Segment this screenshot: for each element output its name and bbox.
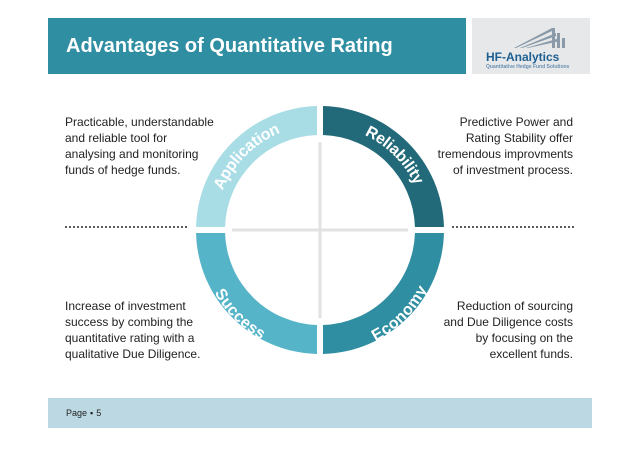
text-line: of investment process.	[452, 163, 573, 177]
divider-right	[452, 226, 574, 228]
text-line: Rating Stability offer	[465, 131, 573, 145]
cycle-segment-reliability	[323, 106, 444, 227]
application-description: Practicable, understandable and reliable…	[65, 114, 214, 178]
slide-title: Advantages of Quantitative Rating	[66, 34, 393, 57]
text-line: Reduction of sourcing	[456, 299, 573, 313]
text-line: qualitative Due Diligence.	[65, 347, 201, 361]
text-line: Increase of investment	[65, 299, 186, 313]
text-line: Predictive Power and	[459, 115, 573, 129]
slide-footer: Page ▪ 5	[48, 398, 592, 428]
text-line: tremendous improvments	[437, 147, 573, 161]
logo-tagline: Quantitative Hedge Fund Solutions	[486, 64, 570, 70]
text-line: Practicable, understandable	[65, 115, 214, 129]
company-logo: HF-Analytics Quantitative Hedge Fund Sol…	[472, 18, 590, 74]
cycle-segment-application	[196, 106, 317, 227]
text-line: success by combing the	[65, 315, 194, 329]
slide-title-bar: Advantages of Quantitative Rating	[48, 18, 466, 74]
page-number: 5	[96, 408, 102, 418]
reliability-description: Predictive Power and Rating Stability of…	[438, 114, 573, 178]
divider-left	[65, 226, 187, 228]
text-line: analysing and monitoring	[65, 147, 199, 161]
text-line: and Due Diligence costs	[443, 315, 573, 329]
page-label: Page	[66, 408, 88, 418]
text-line: by focusing on the	[475, 331, 573, 345]
text-line: quantitative rating with a	[65, 331, 195, 345]
separator-icon: ▪	[90, 408, 94, 418]
logo-name: HF-Analytics	[486, 50, 560, 64]
success-description: Increase of investment success by combin…	[65, 298, 200, 362]
cycle-inner-cross	[232, 142, 408, 318]
text-line: funds of hedge funds.	[65, 163, 181, 177]
economy-description: Reduction of sourcing and Due Diligence …	[444, 298, 573, 362]
text-line: and reliable tool for	[65, 131, 168, 145]
text-line: excellent funds.	[489, 347, 573, 361]
cycle-segment-economy	[323, 233, 444, 354]
logo-graphic-icon	[514, 28, 565, 48]
cycle-segment-success	[196, 233, 317, 354]
